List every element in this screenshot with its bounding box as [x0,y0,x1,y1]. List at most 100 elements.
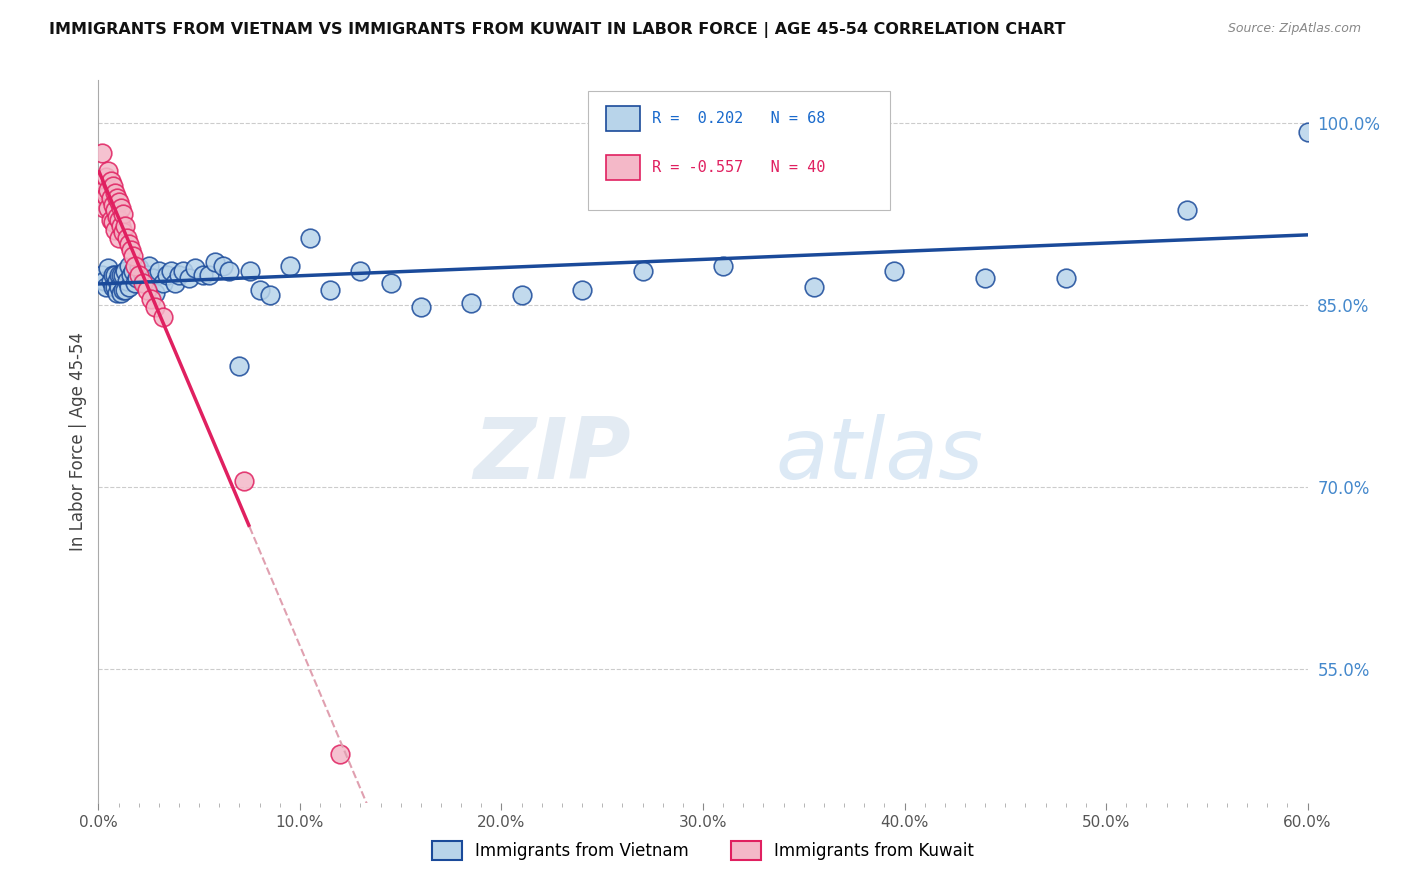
FancyBboxPatch shape [606,106,640,131]
Point [167,268,190,282]
Point [115,231,138,245]
Point [103,222,125,236]
Point [110,219,132,233]
Point [299,231,322,245]
Point [107,279,129,293]
Point [1054,271,1077,285]
Point [125,271,148,285]
Point [111,268,134,282]
Point [118,279,141,293]
Point [107,194,129,209]
Point [107,231,129,245]
Point [152,310,174,324]
Point [380,276,402,290]
Point [228,359,250,373]
Point [128,268,150,282]
Point [114,264,136,278]
Point [107,268,129,282]
Point [148,264,170,278]
Point [193,268,215,282]
Point [114,284,136,298]
Text: R =  0.202   N = 68: R = 0.202 N = 68 [652,112,825,126]
Point [139,292,162,306]
Point [259,288,281,302]
Point [101,215,124,229]
Point [156,268,179,282]
Point [135,284,157,298]
Point [111,225,134,239]
Point [91,268,114,282]
Point [142,271,165,285]
Point [128,261,150,276]
Point [204,255,226,269]
Point [100,174,122,188]
Text: Source: ZipAtlas.com: Source: ZipAtlas.com [1227,22,1361,36]
Point [803,279,825,293]
Point [101,178,124,193]
Point [172,264,194,278]
Point [91,146,114,161]
Point [105,211,128,225]
Point [96,279,118,293]
Point [218,264,240,278]
Point [143,285,166,300]
Point [160,264,183,278]
Point [143,301,166,315]
FancyBboxPatch shape [606,155,640,180]
Point [135,268,157,282]
Point [93,274,115,288]
Point [110,285,132,300]
Point [409,301,432,315]
Point [110,268,132,282]
Legend: Immigrants from Vietnam, Immigrants from Kuwait: Immigrants from Vietnam, Immigrants from… [426,834,980,867]
Point [1175,203,1198,218]
Point [96,170,118,185]
Point [232,474,254,488]
Point [97,201,120,215]
Point [118,237,141,252]
Point [883,264,905,278]
Text: ZIP: ZIP [472,415,630,498]
Point [96,188,118,202]
Point [121,249,143,263]
Point [120,268,142,282]
Point [152,276,174,290]
Point [110,201,132,215]
Text: atlas: atlas [776,415,984,498]
Point [571,284,593,298]
Point [184,261,207,276]
Point [103,203,125,218]
Point [115,274,138,288]
Point [101,279,124,293]
Point [1296,126,1319,140]
Point [319,284,342,298]
Point [103,279,125,293]
Point [460,295,482,310]
Point [93,183,115,197]
Text: IMMIGRANTS FROM VIETNAM VS IMMIGRANTS FROM KUWAIT IN LABOR FORCE | AGE 45-54 COR: IMMIGRANTS FROM VIETNAM VS IMMIGRANTS FR… [49,22,1066,38]
Point [239,264,262,278]
Point [134,276,156,290]
Point [329,747,352,762]
Point [974,271,997,285]
Point [97,261,120,276]
Point [100,274,122,288]
Point [118,259,141,273]
Point [163,276,186,290]
Point [97,164,120,178]
Point [212,259,235,273]
Point [107,213,129,227]
Point [711,259,734,273]
Point [105,274,128,288]
Point [278,259,301,273]
Point [179,271,201,285]
Point [100,191,122,205]
Point [101,268,124,282]
Point [93,201,115,215]
Point [249,284,271,298]
FancyBboxPatch shape [588,91,890,211]
Point [105,285,128,300]
Point [111,284,134,298]
Point [103,268,125,282]
Point [111,207,134,221]
